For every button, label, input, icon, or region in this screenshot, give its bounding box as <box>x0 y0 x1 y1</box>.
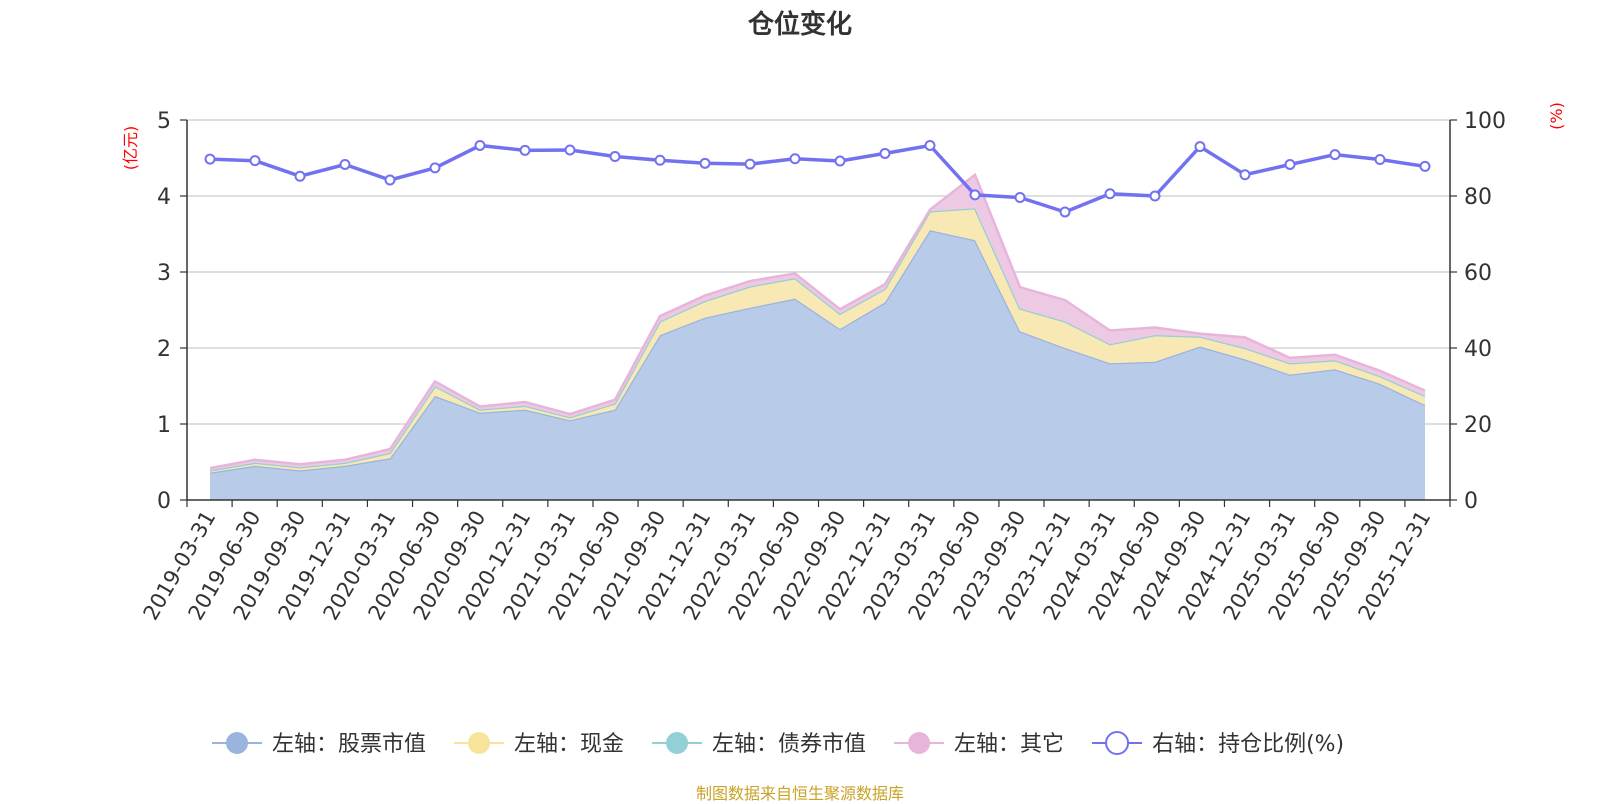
area-series-line-3 <box>209 172 1426 470</box>
holding-ratio-point <box>744 158 756 170</box>
legend-label-3: 左轴：其它 <box>954 732 1064 757</box>
right-tick-label: 0 <box>1464 489 1478 514</box>
legend-marker-1 <box>468 732 491 754</box>
legend-marker-3 <box>908 732 931 754</box>
holding-ratio-point <box>1149 190 1161 202</box>
holding-ratio-point <box>879 147 891 159</box>
legend-label-1: 左轴：现金 <box>514 732 624 757</box>
legend-marker-2 <box>666 732 689 754</box>
holding-ratio-point <box>204 153 216 165</box>
holding-ratio-point <box>1419 160 1431 172</box>
left-tick-label: 2 <box>157 337 171 362</box>
holding-ratio-point <box>1239 169 1251 181</box>
source-note: 制图数据来自恒生聚源数据库 <box>695 784 904 803</box>
holding-ratio-point <box>1284 158 1296 170</box>
holding-ratio-line <box>209 143 1426 214</box>
holding-ratio-point <box>294 170 306 182</box>
holding-ratio-point <box>519 144 531 156</box>
legend-label-0: 左轴：股票市值 <box>272 732 426 757</box>
legend-marker-0 <box>226 732 248 754</box>
left-tick-label: 3 <box>157 261 171 286</box>
holding-ratio-point <box>339 158 351 170</box>
left-tick-label: 1 <box>157 413 171 438</box>
holding-ratio-point <box>1059 206 1071 218</box>
left-tick-label: 4 <box>157 185 171 210</box>
holding-ratio-point <box>654 154 666 166</box>
holding-ratio-point <box>789 153 801 165</box>
left-tick-label: 0 <box>157 489 171 514</box>
holding-ratio-point <box>429 162 441 174</box>
area-series-1 <box>210 208 1425 473</box>
legend-label-2: 左轴：债券市值 <box>712 732 866 757</box>
holding-ratio-point <box>1194 141 1206 153</box>
left-tick-label: 5 <box>157 109 171 134</box>
right-tick-label: 60 <box>1464 261 1492 286</box>
right-tick-label: 100 <box>1464 109 1506 134</box>
legend-label-4: 右轴：持仓比例(%) <box>1152 732 1344 757</box>
area-series-0 <box>210 230 1425 500</box>
legend-marker-4 <box>1105 731 1130 755</box>
holding-ratio-point <box>384 174 396 186</box>
right-tick-label: 40 <box>1464 337 1492 362</box>
right-axis-unit: (%) <box>1547 102 1566 130</box>
holding-ratio-point <box>1014 192 1026 204</box>
holding-ratio-point <box>609 150 621 162</box>
right-tick-label: 20 <box>1464 413 1492 438</box>
holding-ratio-point <box>699 157 711 169</box>
right-tick-label: 80 <box>1464 185 1492 210</box>
left-axis-unit: (亿元) <box>121 126 140 171</box>
holding-ratio-point <box>249 155 261 167</box>
holding-ratio-point <box>1329 149 1341 161</box>
holding-ratio-point <box>474 139 486 151</box>
holding-ratio-point <box>564 144 576 156</box>
holding-ratio-point <box>1104 188 1116 200</box>
chart-title: 仓位变化 <box>747 10 852 40</box>
holding-ratio-point <box>834 155 846 167</box>
holding-ratio-point <box>924 139 936 151</box>
holding-ratio-point <box>1374 154 1386 166</box>
holding-ratio-point <box>969 189 981 201</box>
